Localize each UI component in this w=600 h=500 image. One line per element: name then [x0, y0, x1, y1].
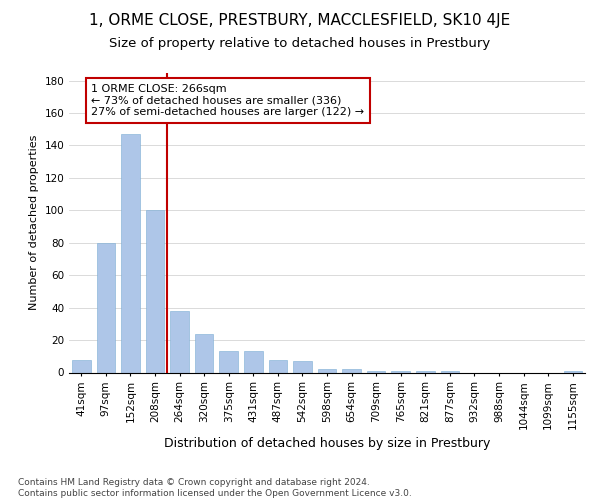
Text: Contains HM Land Registry data © Crown copyright and database right 2024.
Contai: Contains HM Land Registry data © Crown c…: [18, 478, 412, 498]
Bar: [72, 360, 91, 372]
Bar: [97, 243, 115, 372]
Bar: [318, 370, 336, 372]
Bar: [220, 352, 238, 372]
Bar: [416, 371, 434, 372]
Bar: [343, 370, 361, 372]
Bar: [121, 134, 140, 372]
Text: 1, ORME CLOSE, PRESTBURY, MACCLESFIELD, SK10 4JE: 1, ORME CLOSE, PRESTBURY, MACCLESFIELD, …: [89, 12, 511, 28]
X-axis label: Distribution of detached houses by size in Prestbury: Distribution of detached houses by size …: [164, 437, 490, 450]
Bar: [146, 210, 164, 372]
Bar: [367, 371, 385, 372]
Bar: [391, 371, 410, 372]
Bar: [563, 371, 582, 372]
Bar: [269, 360, 287, 372]
Text: Size of property relative to detached houses in Prestbury: Size of property relative to detached ho…: [109, 38, 491, 51]
Bar: [170, 311, 189, 372]
Y-axis label: Number of detached properties: Number of detached properties: [29, 135, 39, 310]
Bar: [195, 334, 214, 372]
Bar: [440, 371, 459, 372]
Bar: [244, 352, 263, 372]
Text: 1 ORME CLOSE: 266sqm
← 73% of detached houses are smaller (336)
27% of semi-deta: 1 ORME CLOSE: 266sqm ← 73% of detached h…: [91, 84, 364, 117]
Bar: [293, 361, 311, 372]
